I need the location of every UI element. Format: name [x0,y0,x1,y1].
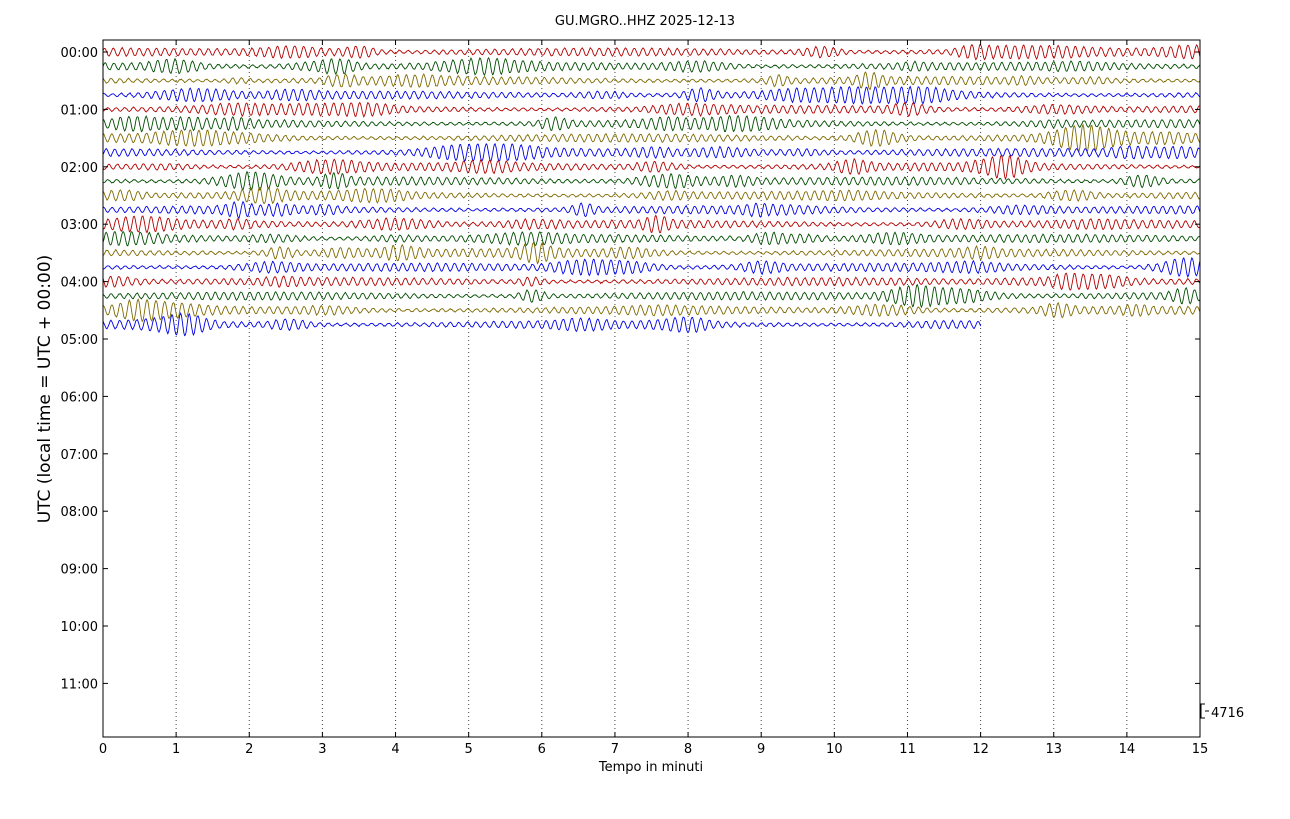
amplitude-scale-bracket [1200,703,1209,719]
x-tick-label: 4 [391,742,399,757]
y-tick-label: 07:00 [61,448,98,463]
seismic-trace [102,186,1200,205]
seismic-trace [102,101,1200,118]
y-tick-label: 06:00 [61,390,98,405]
y-tick-label: 11:00 [61,677,98,692]
x-tick-label: 11 [899,742,916,757]
seismic-trace [102,154,1201,181]
seismic-trace [102,114,1201,133]
seismic-trace [102,170,1200,191]
x-tick-label: 13 [1045,742,1062,757]
y-tick-label: 09:00 [61,563,98,578]
y-tick-label: 01:00 [61,103,98,118]
amplitude-scale: 4716 [1200,703,1244,721]
y-tick-label: 08:00 [61,505,98,520]
plot-frame [102,39,1201,738]
seismic-trace [103,298,1201,323]
x-tick-label: 12 [972,742,989,757]
x-tick-label: 8 [684,742,692,757]
chart-title: GU.MGRO..HHZ 2025-12-13 [555,14,735,29]
x-tick-label: 0 [99,742,107,757]
x-tick-label: 15 [1192,742,1209,757]
x-axis-label: Tempo in minuti [598,760,703,775]
seismic-trace [102,43,1201,61]
seismic-trace [102,85,1201,105]
seismic-trace [102,272,1201,291]
y-tick-label: 03:00 [61,218,98,233]
seismic-trace [102,257,1201,278]
x-tick-label: 9 [757,742,765,757]
y-tick-label: 05:00 [61,333,98,348]
seismic-trace [102,311,982,337]
seismic-trace [102,241,1200,265]
y-axis: 00:00 01:00 02:00 03:00 04:00 05:00 06:00 07:00… [61,46,1200,692]
y-tick-label: 00:00 [61,46,98,61]
x-axis: 0 1 2 3 4 5 6 7 8 9 10 11 12 13 14 15 [99,40,1208,757]
seismic-trace [102,142,1200,163]
x-tick-label: 6 [538,742,546,757]
seismic-trace [102,230,1200,247]
y-tick-label: 04:00 [61,276,98,291]
x-tick-label: 1 [172,742,180,757]
y-tick-label: 02:00 [61,161,98,176]
x-tick-label: 10 [826,742,843,757]
y-tick-label: 10:00 [61,620,98,635]
trace-group [102,43,1201,337]
seismic-trace [102,200,1201,219]
seismic-trace [102,57,1201,77]
x-tick-label: 2 [245,742,253,757]
seismic-trace [102,214,1201,234]
x-tick-label: 5 [465,742,473,757]
x-tick-label: 3 [318,742,326,757]
seismic-trace [102,71,1201,91]
amplitude-scale-label: 4716 [1211,706,1244,721]
minute-grid [175,40,1128,737]
y-axis-label: UTC (local time = UTC + 00:00) [35,255,55,524]
seismic-trace [102,283,1201,309]
x-tick-label: 14 [1119,742,1136,757]
x-tick-label: 7 [611,742,619,757]
seismic-trace [102,123,1201,153]
